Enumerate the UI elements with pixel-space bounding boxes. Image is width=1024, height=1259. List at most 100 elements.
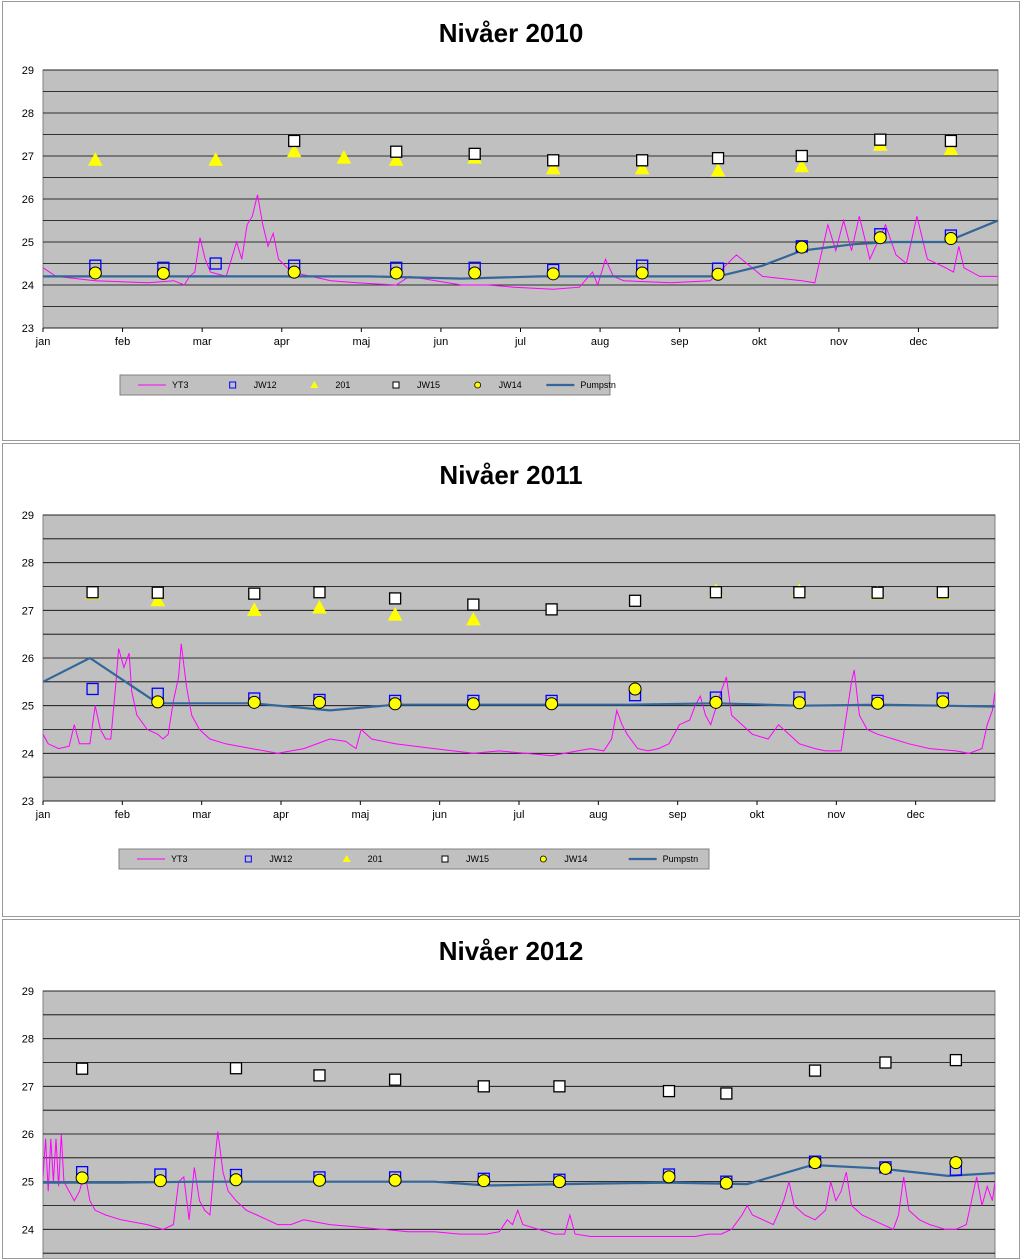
marker-jw15 <box>151 586 164 599</box>
marker-jw15 <box>553 1080 566 1093</box>
marker-jw15 <box>288 134 301 148</box>
y-tick-label: 26 <box>22 1129 34 1141</box>
marker-jw14 <box>871 696 885 710</box>
y-tick-label: 25 <box>22 1177 34 1189</box>
marker-jw15 <box>793 586 806 599</box>
legend-label-pumpstn: Pumpstn <box>580 380 616 390</box>
y-tick-label: 25 <box>22 701 34 713</box>
legend-label-pumpstn: Pumpstn <box>663 854 699 864</box>
y-tick-label: 29 <box>22 986 34 998</box>
marker-jw12 <box>209 257 222 270</box>
y-tick-label: 23 <box>22 323 34 335</box>
y-tick-label: 27 <box>22 1081 34 1093</box>
legend-label-201: 201 <box>335 380 350 390</box>
marker-jw14 <box>312 695 326 709</box>
marker-jw14 <box>873 231 887 245</box>
x-tick-label: sep <box>671 336 689 348</box>
marker-jw14 <box>287 265 301 279</box>
x-tick-label: okt <box>752 336 767 348</box>
marker-jw14 <box>545 697 559 711</box>
x-tick-label: dec <box>910 336 928 348</box>
x-tick-label: maj <box>352 336 370 348</box>
marker-jw14 <box>635 266 649 280</box>
y-tick-label: 24 <box>22 748 34 760</box>
legend-swatch-jw14 <box>474 381 482 389</box>
marker-jw14 <box>792 696 806 710</box>
marker-jw14 <box>662 1170 676 1184</box>
legend-swatch-201 <box>342 855 351 862</box>
chart-panel-2010: Nivåer 2010 29 28 27 26 25 24 23 jan feb mar apr ma… <box>2 1 1020 441</box>
marker-jw14 <box>949 1156 963 1170</box>
series-line-yt3 <box>43 643 995 757</box>
marker-201 <box>466 611 481 626</box>
marker-jw14 <box>719 1176 733 1190</box>
marker-jw14 <box>312 1173 326 1187</box>
y-tick-label: 26 <box>22 194 34 206</box>
marker-jw15 <box>313 586 326 599</box>
y-tick-label: 27 <box>22 605 34 617</box>
x-tick-label: feb <box>115 809 130 821</box>
marker-jw14 <box>711 267 725 281</box>
marker-jw15 <box>547 154 560 167</box>
y-tick-label: 25 <box>22 237 34 249</box>
y-tick-label: 23 <box>22 796 34 808</box>
marker-jw14 <box>709 695 723 709</box>
legend-swatch-jw15 <box>392 381 400 389</box>
marker-jw14 <box>75 1171 89 1185</box>
legend-label-201: 201 <box>368 854 383 864</box>
marker-201 <box>388 152 404 166</box>
x-tick-label: feb <box>115 336 130 348</box>
x-tick-label: maj <box>351 809 369 821</box>
legend-label-yt3: YT3 <box>172 380 189 390</box>
marker-jw15 <box>874 133 887 146</box>
marker-jw15 <box>86 586 99 599</box>
legend-swatch-jw14 <box>539 855 547 863</box>
chart-svg-2012: 29282726252423janfebmaraprmajjunjulaugse… <box>22 986 996 1258</box>
x-tick-label: jul <box>514 336 526 348</box>
marker-jw15 <box>477 1080 490 1093</box>
marker-jw15 <box>795 149 808 163</box>
marker-jw14 <box>552 1175 566 1189</box>
y-tick-label: 28 <box>22 1034 34 1046</box>
x-tick-label: nov <box>830 336 848 348</box>
series-line-yt3 <box>43 1131 995 1237</box>
marker-jw15 <box>545 603 558 616</box>
marker-jw15 <box>628 594 642 607</box>
marker-jw14 <box>546 267 560 281</box>
marker-jw15 <box>709 586 723 599</box>
marker-jw15 <box>949 1053 963 1067</box>
x-tick-label: mar <box>193 336 212 348</box>
marker-jw15 <box>711 151 725 165</box>
legend-label-jw12: JW12 <box>269 854 292 864</box>
x-tick-label: sep <box>669 809 687 821</box>
x-tick-label: apr <box>274 336 290 348</box>
legend-box <box>118 848 710 870</box>
legend-label-jw15: JW15 <box>466 854 489 864</box>
legend-label-jw14: JW14 <box>564 854 587 864</box>
x-tick-label: nov <box>827 809 845 821</box>
x-tick-label: apr <box>273 809 289 821</box>
chart-title: Nivåer 2011 <box>439 460 583 490</box>
x-tick-label: jun <box>431 809 447 821</box>
y-tick-label: 26 <box>22 653 34 665</box>
legend-label-jw15: JW15 <box>417 380 440 390</box>
marker-jw14 <box>151 695 165 709</box>
y-tick-label: 24 <box>22 280 34 292</box>
marker-jw14 <box>247 695 261 709</box>
marker-jw15 <box>468 147 481 161</box>
y-tick-label: 29 <box>22 510 34 522</box>
marker-201 <box>710 163 726 177</box>
marker-jw15 <box>388 592 402 605</box>
marker-201 <box>312 599 327 614</box>
marker-201 <box>286 143 302 158</box>
legend-label-jw14: JW14 <box>499 380 522 390</box>
chart-panel-2012: Nivåer 2012 29282726252423janfebmaraprma… <box>2 919 1020 1259</box>
marker-jw14 <box>229 1173 243 1187</box>
marker-jw15 <box>936 586 949 599</box>
marker-jw15 <box>879 1056 892 1069</box>
legend-swatch-jw12 <box>229 381 237 389</box>
legend-label-yt3: YT3 <box>171 854 188 864</box>
marker-201 <box>794 158 810 173</box>
